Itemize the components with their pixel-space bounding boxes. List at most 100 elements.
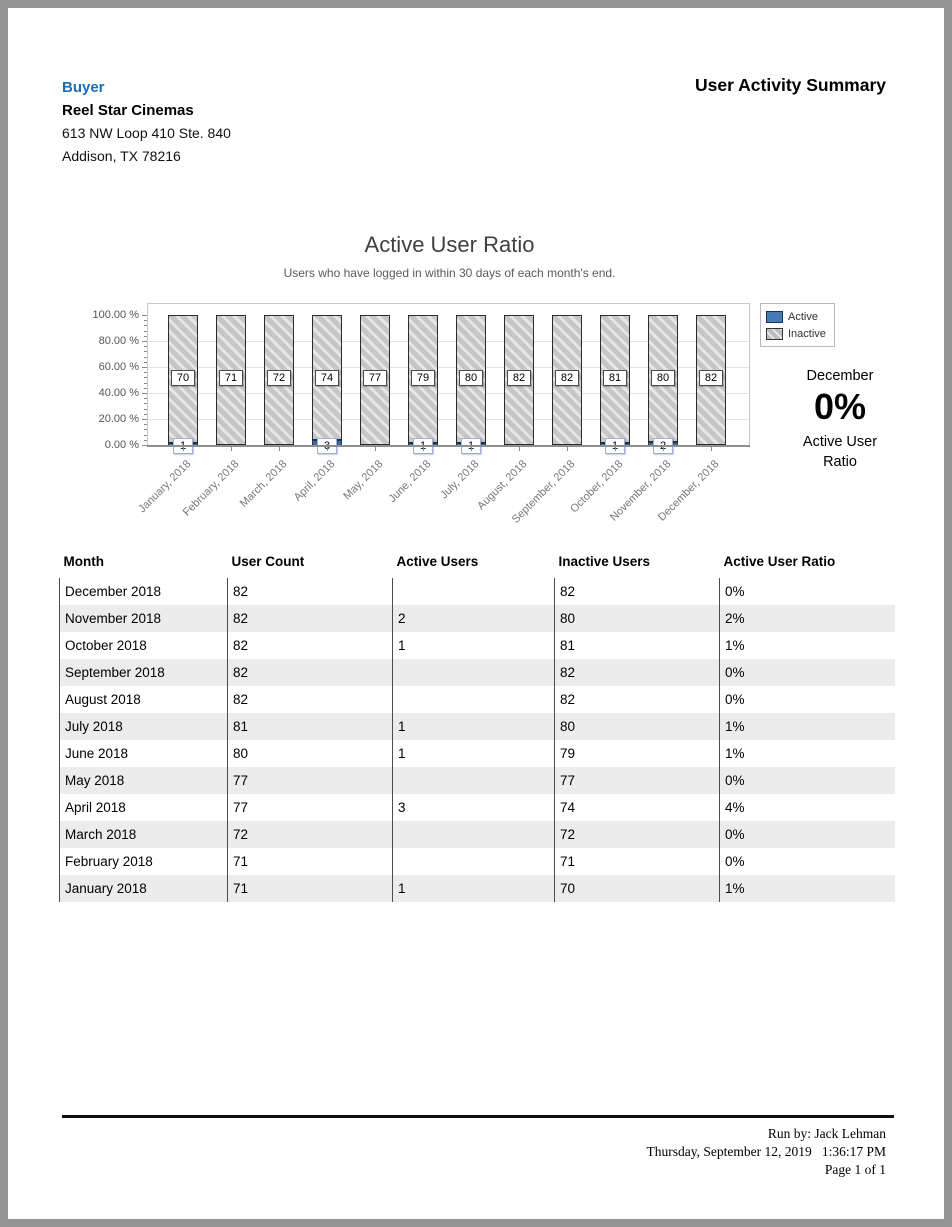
x-axis-label: May, 2018 <box>341 458 386 503</box>
y-axis-tick-label: 20.00 % <box>98 413 139 425</box>
x-axis-label: August, 2018 <box>475 458 530 513</box>
table-cell <box>392 767 555 794</box>
y-axis-minor-tick <box>144 403 147 405</box>
y-axis-tick <box>142 367 147 368</box>
column-header: Active Users <box>396 554 479 569</box>
table-cell: August 2018 <box>59 686 228 713</box>
table-row: January 2018 71 1 70 1% <box>59 875 895 902</box>
x-axis-tick <box>183 447 184 451</box>
table-cell: 0% <box>719 659 895 686</box>
table-cell: October 2018 <box>59 632 228 659</box>
x-axis-label: September, 2018 <box>509 458 578 526</box>
table-cell: March 2018 <box>59 821 228 848</box>
footer-divider <box>62 1115 894 1118</box>
table-cell: 0% <box>719 578 895 605</box>
table-cell: July 2018 <box>59 713 228 740</box>
x-axis-tick <box>519 447 520 451</box>
table-cell: 77 <box>227 767 393 794</box>
table-cell: 72 <box>554 821 720 848</box>
legend-inactive-label: Inactive <box>788 327 826 340</box>
table-cell: 82 <box>227 659 393 686</box>
table-row: March 2018 72 72 0% <box>59 821 895 848</box>
table-cell: 81 <box>227 713 393 740</box>
footer-page-number: Page 1 of 1 <box>824 1162 886 1177</box>
y-axis-minor-tick <box>144 439 147 441</box>
x-axis-label: April, 2018 <box>291 458 338 504</box>
table-cell: 1 <box>392 713 555 740</box>
table-cell: December 2018 <box>59 578 228 605</box>
y-axis-minor-tick <box>144 325 147 327</box>
column-header: Inactive Users <box>558 554 651 569</box>
y-axis-tick-label: 100.00 % <box>92 309 139 321</box>
x-axis-tick <box>567 447 568 451</box>
bar-value-label: 71 <box>219 370 243 386</box>
x-axis-line <box>147 445 750 447</box>
table-cell: 82 <box>227 686 393 713</box>
buyer-address-line1: 613 NW Loop 410 Ste. 840 <box>62 125 231 141</box>
table-cell: 1% <box>719 632 895 659</box>
buyer-company-name: Reel Star Cinemas <box>62 102 194 119</box>
table-cell: 4% <box>719 794 895 821</box>
chart-legend: Active Inactive <box>760 303 835 347</box>
x-axis-tick <box>615 447 616 451</box>
y-axis-minor-tick <box>144 434 147 436</box>
x-axis-label: October, 2018 <box>568 458 626 516</box>
x-axis-label: February, 2018 <box>180 458 242 519</box>
y-axis-minor-tick <box>144 330 147 332</box>
table-cell: 81 <box>554 632 720 659</box>
table-row: May 2018 77 77 0% <box>59 767 895 794</box>
y-axis-tick-label: 40.00 % <box>98 387 139 399</box>
table-cell <box>392 578 555 605</box>
bar-value-label: 81 <box>603 370 627 386</box>
table-cell: May 2018 <box>59 767 228 794</box>
table-cell: 70 <box>554 875 720 902</box>
x-axis-label: November, 2018 <box>607 458 674 524</box>
x-axis-label: July, 2018 <box>438 458 482 502</box>
table-cell: 74 <box>554 794 720 821</box>
table-row: October 2018 82 1 81 1% <box>59 632 895 659</box>
y-axis-minor-tick <box>144 408 147 410</box>
table-cell: 82 <box>554 659 720 686</box>
footer-run-time: 1:36:17 PM <box>821 1144 886 1159</box>
table-cell: 71 <box>227 875 393 902</box>
table-cell: 2 <box>392 605 555 632</box>
y-axis-minor-tick <box>144 356 147 358</box>
activity-table: Month User Count Active Users Inactive User… <box>59 552 895 902</box>
table-cell: February 2018 <box>59 848 228 875</box>
legend-active-label: Active <box>788 310 818 323</box>
table-row: August 2018 82 82 0% <box>59 686 895 713</box>
bar-value-label: 74 <box>315 370 339 386</box>
y-axis-tick <box>142 315 147 316</box>
table-cell: January 2018 <box>59 875 228 902</box>
buyer-address-line2: Addison, TX 78216 <box>62 148 181 164</box>
buyer-block: Buyer Reel Star Cinemas 613 NW Loop 410 … <box>62 76 231 168</box>
table-cell: 0% <box>719 848 895 875</box>
footer-datetime: Thursday, September 12, 2019 1:36:17 PM <box>647 1143 886 1161</box>
y-axis-tick <box>142 445 147 446</box>
y-axis-minor-tick <box>144 382 147 384</box>
table-cell <box>392 686 555 713</box>
y-axis-minor-tick <box>144 335 147 337</box>
gridline <box>148 367 749 368</box>
table-cell: 82 <box>227 605 393 632</box>
bar-value-label: 79 <box>411 370 435 386</box>
summary-month: December <box>806 368 874 384</box>
x-axis-tick <box>711 447 712 451</box>
x-axis-tick <box>231 447 232 451</box>
table-cell <box>392 821 555 848</box>
table-cell: 77 <box>554 767 720 794</box>
gridline <box>148 393 749 394</box>
bar-value-label: 82 <box>555 370 579 386</box>
y-axis-tick <box>142 341 147 342</box>
table-cell: 82 <box>227 578 393 605</box>
table-cell: 71 <box>227 848 393 875</box>
table-cell: June 2018 <box>59 740 228 767</box>
table-cell: 80 <box>227 740 393 767</box>
table-cell: 71 <box>554 848 720 875</box>
buyer-label: Buyer <box>62 79 105 96</box>
table-cell <box>392 659 555 686</box>
bar-value-label: 80 <box>651 370 675 386</box>
y-axis-tick <box>142 419 147 420</box>
footer-run-by: Run by: Jack Lehman <box>767 1126 886 1141</box>
legend-item-active: Active <box>766 308 826 325</box>
